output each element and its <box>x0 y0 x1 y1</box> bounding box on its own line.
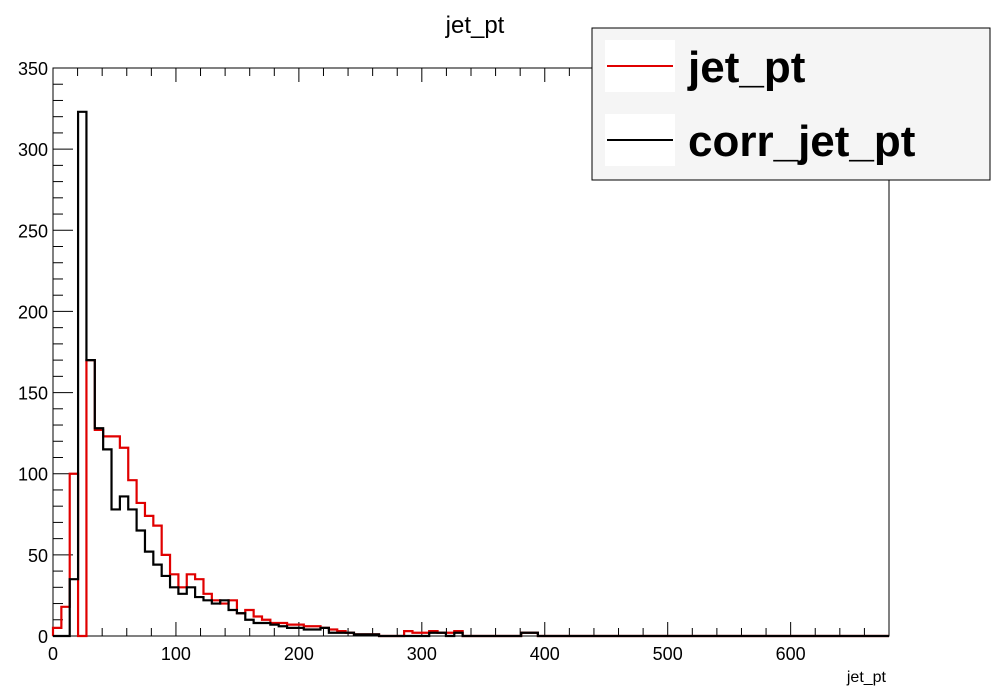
x-tick-label: 300 <box>407 644 437 664</box>
series-layer <box>51 110 889 638</box>
y-axis-tick-labels: 0 50 100 150 200 250 300 350 <box>18 59 48 647</box>
y-tick-label: 150 <box>18 384 48 404</box>
y-tick-label: 250 <box>18 221 48 241</box>
y-tick-label: 50 <box>28 546 48 566</box>
y-tick-label: 300 <box>18 140 48 160</box>
legend: jet_pt corr_jet_pt <box>591 27 991 181</box>
x-axis-tick-labels: 0 100 200 300 400 500 600 <box>48 644 806 664</box>
y-tick-label: 0 <box>38 627 48 647</box>
y-tick-label: 100 <box>18 465 48 485</box>
histogram-series-corr-jet-pt <box>53 110 889 638</box>
legend-label-corr-jet-pt: corr_jet_pt <box>688 117 916 166</box>
y-tick-label: 350 <box>18 59 48 79</box>
x-tick-label: 100 <box>161 644 191 664</box>
chart-title: jet_pt <box>445 12 505 39</box>
legend-label-jet-pt: jet_pt <box>687 43 806 92</box>
x-tick-label: 500 <box>653 644 683 664</box>
x-tick-label: 400 <box>530 644 560 664</box>
y-tick-label: 200 <box>18 302 48 322</box>
x-axis-title: jet_pt <box>846 669 887 686</box>
x-tick-label: 0 <box>48 644 58 664</box>
x-tick-label: 600 <box>776 644 806 664</box>
x-tick-label: 200 <box>284 644 314 664</box>
y-axis-ticks <box>53 67 73 637</box>
